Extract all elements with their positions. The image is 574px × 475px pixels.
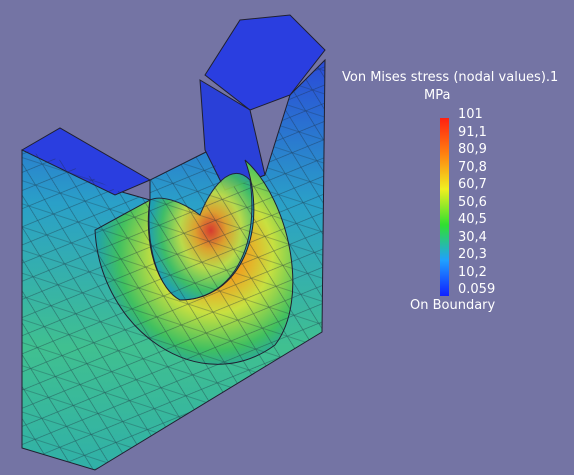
legend-footer: On Boundary [410, 298, 495, 313]
legend-label: 20,3 [458, 248, 487, 262]
legend-label: 0.059 [458, 283, 495, 297]
legend-label: 40,5 [458, 213, 487, 227]
color-bar [440, 118, 449, 296]
legend-label: 101 [458, 108, 483, 122]
legend-unit: MPa [424, 88, 450, 103]
legend-title: Von Mises stress (nodal values).1 [342, 70, 558, 85]
legend-label: 30,4 [458, 231, 487, 245]
legend-label: 50,6 [458, 196, 487, 210]
legend-label: 10,2 [458, 266, 487, 280]
legend-label: 60,7 [458, 178, 487, 192]
legend-label: 80,9 [458, 143, 487, 157]
legend-label: 70,8 [458, 161, 487, 175]
viewport: Von Mises stress (nodal values).1 MPa 10… [0, 0, 574, 475]
legend-label: 91,1 [458, 126, 487, 140]
